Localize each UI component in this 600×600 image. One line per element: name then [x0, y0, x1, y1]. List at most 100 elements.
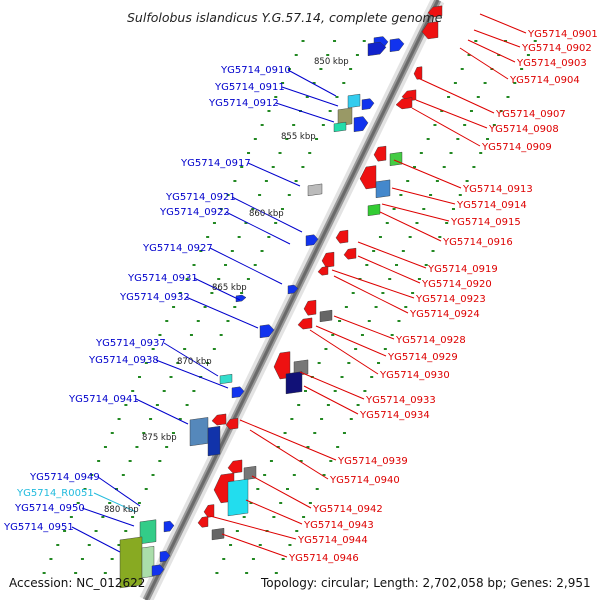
gene-shape	[321, 251, 335, 268]
connector-line	[163, 342, 219, 377]
track-dot	[219, 208, 223, 210]
gene-label[interactable]: YG5714_0943	[303, 520, 374, 531]
connector-line	[391, 187, 456, 205]
track-dot	[192, 264, 196, 266]
track-dot	[442, 166, 446, 168]
track-dot	[294, 180, 298, 182]
gene-label[interactable]: YG5714_0931	[127, 273, 198, 284]
gene-label[interactable]: YG5714_0934	[359, 410, 430, 421]
gene-shape	[141, 546, 155, 579]
gene-shape	[389, 151, 403, 167]
tick-label: 860 kbp	[249, 209, 284, 219]
gene-label[interactable]: YG5714_0901	[527, 29, 598, 40]
gene-label[interactable]: YG5714_0910	[220, 65, 291, 76]
gene-label[interactable]: YG5714_0940	[329, 475, 400, 486]
gene-label[interactable]: YG5714_0932	[119, 292, 190, 303]
gene-label[interactable]: YG5714_0928	[395, 335, 466, 346]
gene-label[interactable]: YG5714_0942	[312, 504, 383, 515]
track-dot	[367, 320, 371, 322]
gene-shape	[163, 520, 175, 533]
gene-label[interactable]: YG5714_0930	[379, 370, 450, 381]
gene-label[interactable]: YG5714_0923	[415, 294, 486, 305]
connector-line	[393, 159, 462, 189]
gene-label[interactable]: YG5714_0951	[3, 522, 74, 533]
track-dot	[253, 264, 257, 266]
genome-backbone	[139, 0, 445, 600]
gene-shape	[203, 504, 215, 518]
gene-label[interactable]: YG5714_0913	[462, 184, 533, 195]
gene-label[interactable]: YG5714_0911	[214, 82, 285, 93]
track-dot	[463, 124, 467, 126]
gene-label[interactable]: YG5714_0946	[288, 553, 359, 564]
gene-label[interactable]: YG5714_0950	[14, 503, 85, 514]
gene-feature	[219, 373, 233, 385]
gene-label[interactable]: YG5714_0914	[456, 200, 527, 211]
track-dot	[483, 82, 487, 84]
track-dot	[294, 54, 298, 56]
track-dot	[324, 348, 328, 350]
track-dot	[433, 124, 437, 126]
gene-label[interactable]: YG5714_0916	[442, 237, 513, 248]
gene-label[interactable]: YG5714_0941	[68, 394, 139, 405]
gene-label[interactable]: YG5714_0922	[159, 207, 230, 218]
gene-label[interactable]: YG5714_0944	[297, 535, 368, 546]
connector-line	[275, 102, 335, 123]
gene-label[interactable]: YG5714_0919	[427, 264, 498, 275]
track-dot	[115, 488, 119, 490]
track-dot	[533, 40, 537, 42]
track-dot	[411, 292, 415, 294]
track-dot	[413, 166, 417, 168]
track-dot	[302, 516, 306, 518]
track-dot	[244, 222, 248, 224]
gene-label[interactable]: YG5714_0927	[142, 243, 213, 254]
track-dot	[42, 572, 46, 574]
gene-shape	[225, 417, 239, 430]
gene-label[interactable]: YG5714_0904	[509, 75, 580, 86]
gene-label[interactable]: YG5714_0907	[495, 109, 566, 120]
gene-label[interactable]: YG5714_0917	[180, 158, 251, 169]
connector-line	[97, 476, 141, 507]
gene-shape	[235, 294, 247, 303]
gene-label[interactable]: YG5714_0933	[365, 395, 436, 406]
track-dot	[381, 292, 385, 294]
gene-label[interactable]: YG5714_0920	[421, 279, 492, 290]
gene-label[interactable]: YG5714_0902	[521, 43, 592, 54]
track-dot	[492, 124, 496, 126]
track-dot	[215, 572, 219, 574]
gene-feature	[259, 324, 275, 339]
connector-line	[379, 211, 442, 242]
track-dot	[269, 460, 273, 462]
gene-label[interactable]: YG5714_0938	[88, 355, 159, 366]
gene-label[interactable]: YG5714_0909	[481, 142, 552, 153]
gene-label[interactable]: YG5714_R0051	[16, 488, 94, 499]
gene-label[interactable]: YG5714_0908	[488, 124, 559, 135]
gene-shape	[297, 317, 313, 330]
track-dot	[295, 530, 299, 532]
gene-label[interactable]: YG5714_0924	[409, 309, 480, 320]
gene-label[interactable]: YG5714_0949	[29, 472, 100, 483]
gene-label[interactable]: YG5714_0937	[95, 338, 166, 349]
track-dot	[212, 348, 216, 350]
gene-label[interactable]: YG5714_0939	[337, 456, 408, 467]
gene-label[interactable]: YG5714_0912	[208, 98, 279, 109]
track-dot	[217, 278, 221, 280]
connector-line	[459, 47, 509, 80]
track-dot	[158, 460, 162, 462]
gene-feature	[305, 234, 319, 247]
track-dot	[499, 110, 503, 112]
gene-label[interactable]: YG5714_0915	[450, 217, 521, 228]
gene-label[interactable]: YG5714_0929	[387, 352, 458, 363]
gene-feature	[211, 413, 227, 426]
connector-line	[209, 515, 297, 540]
gene-label[interactable]: YG5714_0921	[165, 192, 236, 203]
gene-shape	[389, 38, 405, 53]
track-dot	[135, 446, 139, 448]
track-dot	[292, 474, 296, 476]
gene-shape	[421, 21, 439, 40]
label-connectors	[71, 13, 527, 558]
track-dot	[230, 250, 234, 252]
track-dot	[144, 362, 148, 364]
track-dot	[131, 516, 135, 518]
track-dot	[151, 348, 155, 350]
gene-label[interactable]: YG5714_0903	[516, 58, 587, 69]
